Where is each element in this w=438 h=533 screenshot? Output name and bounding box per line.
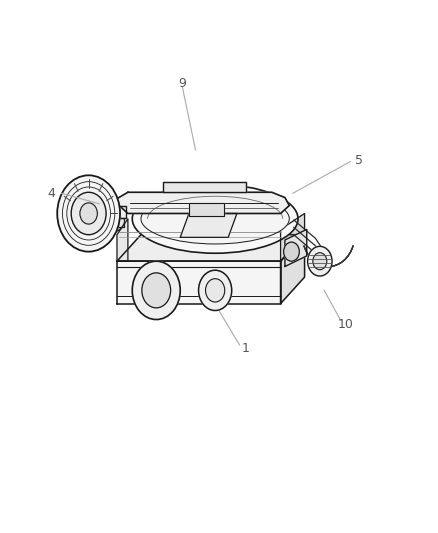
Polygon shape — [117, 235, 304, 261]
Circle shape — [312, 253, 326, 270]
Circle shape — [57, 175, 120, 252]
Circle shape — [132, 261, 180, 319]
Polygon shape — [280, 214, 304, 261]
Polygon shape — [188, 203, 223, 216]
Polygon shape — [180, 214, 237, 237]
Circle shape — [80, 203, 97, 224]
Circle shape — [283, 242, 299, 261]
Polygon shape — [102, 217, 123, 227]
Circle shape — [307, 246, 331, 276]
Polygon shape — [117, 192, 289, 214]
Circle shape — [71, 192, 106, 235]
Text: 5: 5 — [354, 154, 362, 167]
Text: 4: 4 — [47, 187, 55, 200]
Text: 1: 1 — [241, 342, 249, 355]
Polygon shape — [284, 229, 306, 266]
Ellipse shape — [141, 193, 289, 244]
Polygon shape — [117, 219, 127, 261]
Text: 10: 10 — [337, 318, 353, 332]
Polygon shape — [280, 235, 304, 304]
Polygon shape — [97, 206, 125, 217]
Circle shape — [141, 273, 170, 308]
Circle shape — [205, 279, 224, 302]
Text: 9: 9 — [178, 77, 186, 90]
Polygon shape — [162, 182, 245, 192]
Polygon shape — [117, 261, 280, 304]
Ellipse shape — [132, 184, 297, 253]
Circle shape — [198, 270, 231, 311]
